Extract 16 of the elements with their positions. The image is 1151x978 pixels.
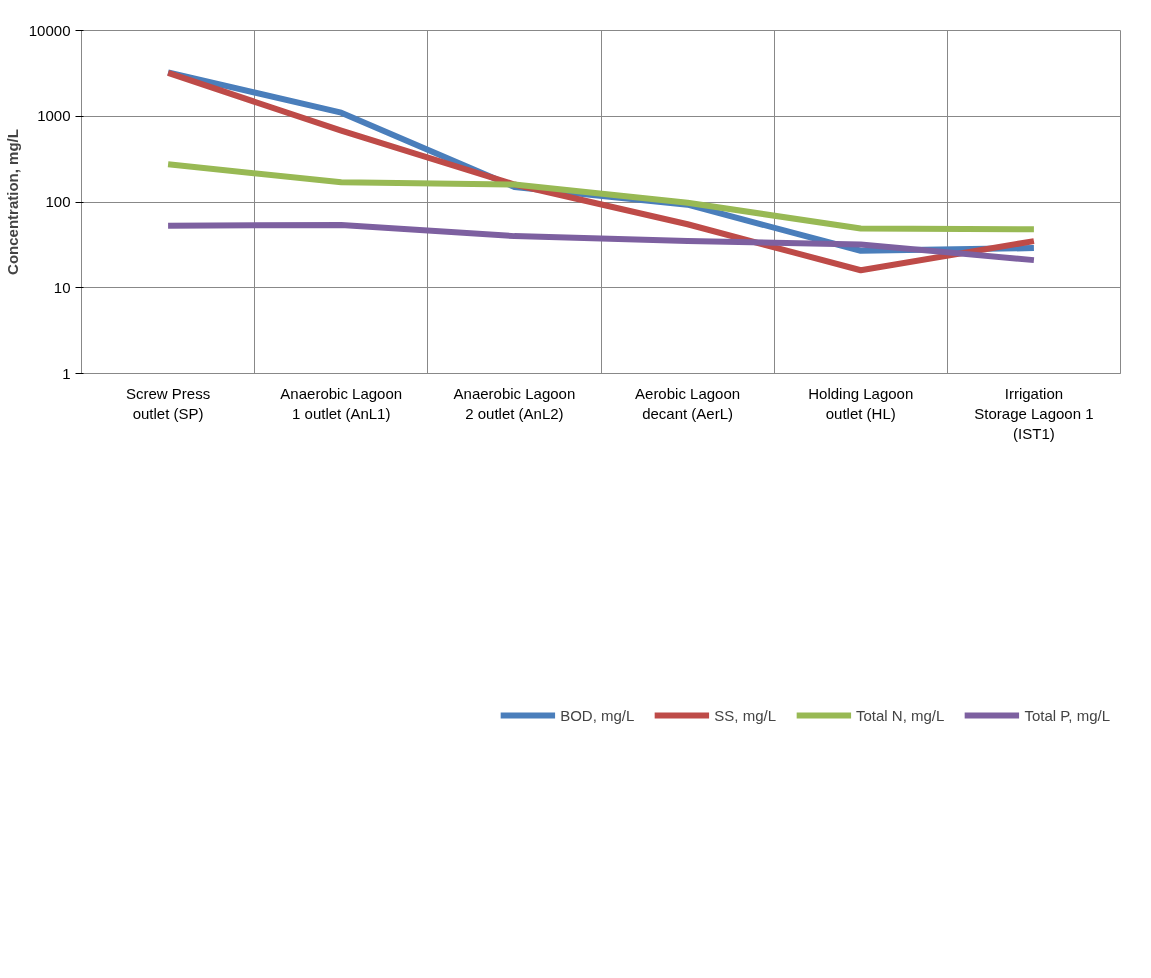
x-tick-label: Screw Press outlet (SP)	[125, 384, 211, 422]
y-tick-label: 10	[53, 278, 71, 296]
legend-label: Total P, mg/L	[1024, 706, 1110, 724]
x-tick-label: Aerobic Lagoon decant (AerL)	[635, 384, 741, 422]
legend-label: SS, mg/L	[714, 706, 777, 724]
x-tick-label: Irrigation Storage Lagoon 1 (IST1)	[974, 384, 1094, 443]
y-tick-label: 100	[45, 193, 71, 210]
x-tick-label: Anaerobic Lagoon 2 outlet (AnL2)	[453, 384, 576, 422]
x-tick-label: Anaerobic Lagoon 1 outlet (AnL1)	[280, 384, 403, 422]
legend-label: BOD, mg/L	[560, 706, 635, 724]
y-tick-label: 1000	[37, 107, 71, 125]
legend-label: Total N, mg/L	[856, 706, 945, 724]
y-tick-label: 1	[62, 364, 71, 382]
x-tick-label: Holding Lagoon outlet (HL)	[808, 384, 914, 422]
y-tick-label: 10000	[28, 21, 71, 39]
y-axis-title: Concentration, mg/L	[3, 129, 21, 275]
